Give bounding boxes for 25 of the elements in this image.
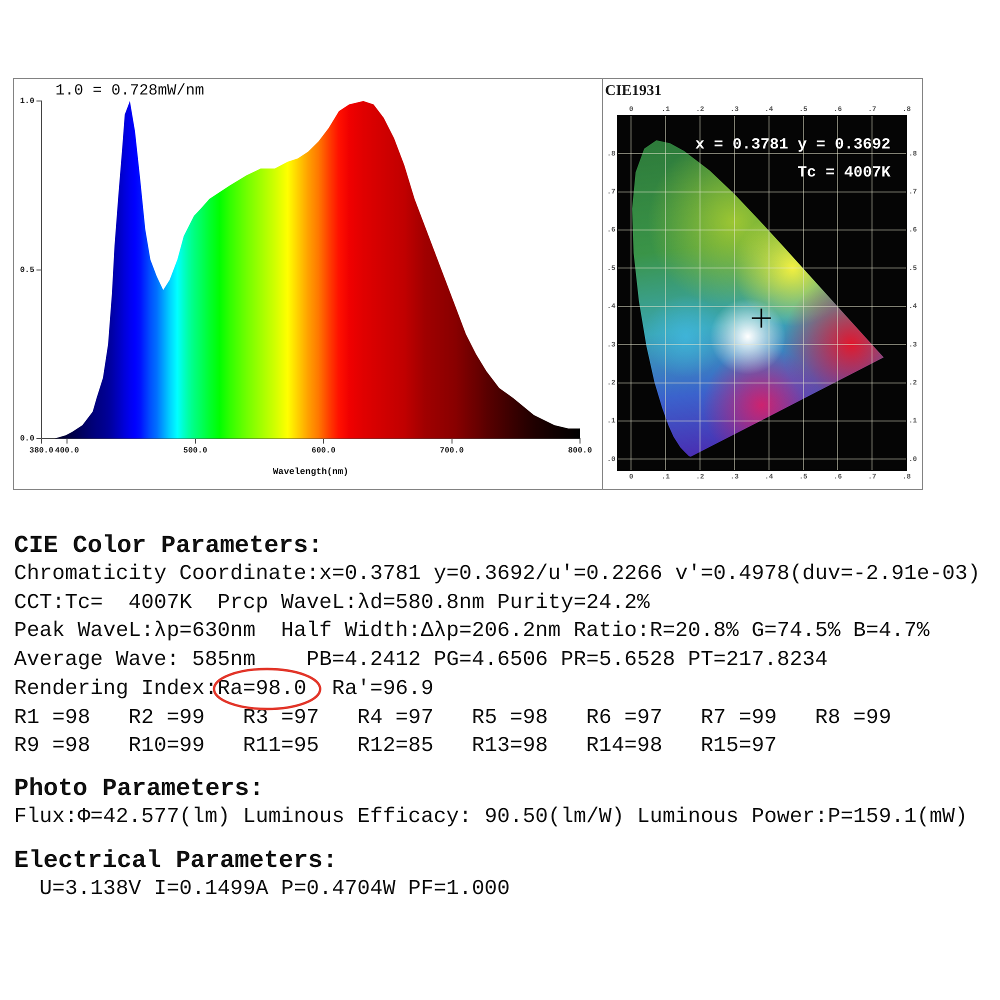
chart-title: CIE1931 — [605, 82, 662, 99]
x-tick-label: 380.0 — [29, 446, 54, 456]
text: Peak WaveL:λp=630nm Half Width:Δλp=206.2nm Ratio:R=20.8% G=74.5% B=4.7% — [14, 618, 930, 646]
y-tick-label: 0.0 — [20, 434, 35, 444]
text: Chromaticity Coordinate:x=0.3781 y=0.3692/u'=0.2266 v'=0.4978(duv=-2.91e-03) — [14, 561, 980, 588]
text: Average Wave: 585nm PB=4.2412 PG=4.6506 PR=5.6528 PT=217.8234 — [14, 647, 828, 674]
x-axis-title: Wavelength(nm) — [272, 466, 349, 477]
x-tick-label: 600.0 — [312, 446, 336, 456]
annotation: x = 0.3781 y = 0.3692 — [695, 135, 891, 154]
text: Electrical Parameters: — [14, 848, 338, 875]
y-tick-label: 0.5 — [20, 266, 35, 275]
x-tick-label: 500.0 — [183, 446, 208, 456]
text: R9 =98 R10=99 R11=95 R12=85 R13=98 R14=98 R15=97 — [14, 733, 777, 760]
x-tick-label: 400.0 — [55, 446, 80, 456]
y-tick-label: 1.0 — [20, 97, 35, 106]
text: Flux:Φ=42.577(lm) Luminous Efficacy: 90.50(lm/W) Luminous Power:P=159.1(mW) — [14, 804, 968, 831]
annotation: Tc = 4007K — [798, 163, 892, 182]
text: U=3.138V I=0.1499A P=0.4704W PF=1.000 — [39, 876, 510, 903]
x-tick-label: 700.0 — [440, 446, 464, 456]
text: CCT:Tc= 4007K Prcp WaveL:λd=580.8nm Purity=24.2% — [14, 590, 650, 617]
text: CIE Color Parameters: — [14, 533, 323, 560]
text: Photo Parameters: — [14, 776, 264, 803]
text: R1 =98 R2 =99 R3 =97 R4 =97 R5 =98 R6 =97 R7 =99 R8 =99 — [14, 704, 892, 732]
text: 1.0 = 0.728mW/nm — [55, 81, 204, 100]
x-tick-label: 800.0 — [568, 446, 592, 456]
